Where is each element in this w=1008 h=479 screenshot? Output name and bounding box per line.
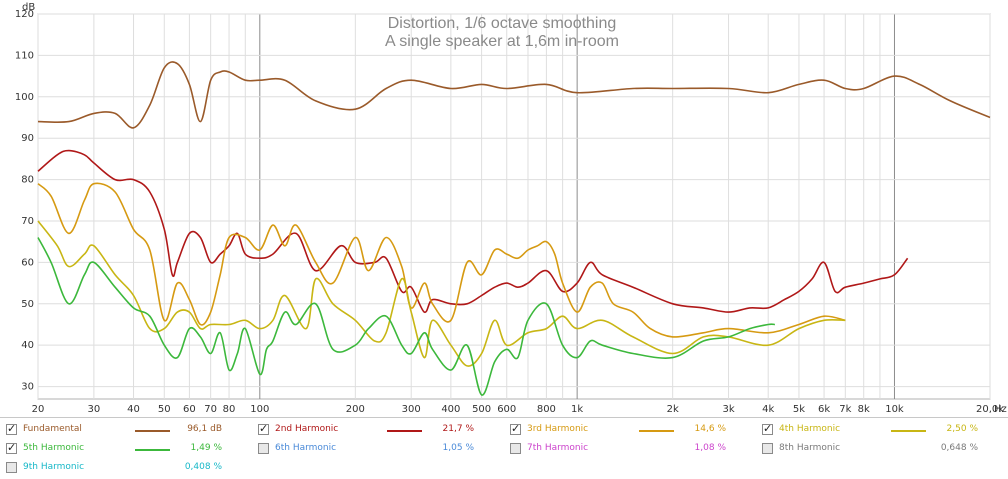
legend-value: 0,408 % — [184, 462, 222, 472]
x-tick-label: 2k — [667, 404, 679, 415]
x-tick-label: 300 — [402, 404, 421, 415]
y-tick-label: 70 — [21, 216, 34, 227]
legend-checkbox-fundamental[interactable] — [6, 422, 17, 435]
x-tick-label: 600 — [497, 404, 516, 415]
x-tick-label: 50 — [158, 404, 171, 415]
legend-checkbox-5th-harmonic[interactable] — [6, 441, 17, 454]
x-tick-label: 100 — [250, 404, 269, 415]
x-tick-label: 5k — [793, 404, 805, 415]
y-tick-label: 90 — [21, 133, 34, 144]
legend-checkbox-2nd-harmonic[interactable] — [258, 422, 269, 435]
legend-value: 1,08 % — [694, 443, 726, 453]
x-tick-label: 400 — [441, 404, 460, 415]
x-tick-label: 10k — [885, 404, 904, 415]
legend-item-8th-harmonic: 8th Harmonic 0,648 % — [756, 440, 1008, 459]
legend-value: 96,1 dB — [187, 424, 222, 434]
x-tick-label: 3k — [722, 404, 734, 415]
y-tick-label: 30 — [21, 382, 34, 393]
legend-checkbox-3rd-harmonic[interactable] — [510, 422, 521, 435]
x-tick-label: 80 — [223, 404, 236, 415]
y-axis-label: dB — [22, 2, 35, 13]
y-tick-label: 110 — [15, 50, 34, 61]
legend-swatch — [639, 430, 674, 432]
legend-name: 4th Harmonic — [779, 424, 841, 434]
y-tick-label: 80 — [21, 175, 34, 186]
distortion-chart: 20 30 40 50 60 70 80 100 200 300 400 500 600 800 1k 2k 3… — [15, 2, 1007, 415]
x-tick-label: 8k — [858, 404, 870, 415]
legend-checkbox-6th-harmonic[interactable] — [258, 443, 269, 454]
y-tick-label: 120 — [15, 9, 34, 20]
legend-name: 5th Harmonic — [23, 443, 85, 453]
legend-value: 1,05 % — [442, 443, 474, 453]
series-lines — [37, 61, 991, 396]
legend-value: 2,50 % — [946, 424, 978, 434]
grid — [37, 13, 991, 399]
legend-checkbox-9th-harmonic[interactable] — [6, 462, 17, 473]
legend-swatch — [387, 430, 422, 432]
x-tick-label: 1k — [571, 404, 583, 415]
y-tick-label: 60 — [21, 257, 34, 268]
x-tick-label: 4k — [762, 404, 774, 415]
legend-value: 21,7 % — [442, 424, 474, 434]
plot-background — [37, 13, 991, 400]
legend-row: Fundamental 96,1 dB 2nd Harmonic 21,7 % 3rd … — [0, 421, 1008, 440]
legend-name: Fundamental — [23, 424, 82, 434]
legend-item-fundamental: Fundamental 96,1 dB — [0, 421, 252, 440]
x-tick-label: 200 — [346, 404, 365, 415]
legend-item-9th-harmonic: 9th Harmonic 0,408 % — [0, 459, 252, 478]
series-line-2nd-harmonic — [37, 149, 909, 313]
chart-title: Distortion, 1/6 octave smoothing — [388, 15, 617, 32]
legend-checkbox-4th-harmonic[interactable] — [762, 422, 773, 435]
y-tick-label: 40 — [21, 340, 34, 351]
legend-swatch — [135, 430, 170, 432]
chart-subtitle: A single speaker at 1,6m in-room — [385, 33, 619, 50]
legend-name: 2nd Harmonic — [275, 424, 339, 434]
legend-name: 8th Harmonic — [779, 443, 841, 453]
x-tick-label: 6k — [818, 404, 830, 415]
legend-item-7th-harmonic: 7th Harmonic 1,08 % — [504, 440, 756, 459]
legend-name: 9th Harmonic — [23, 462, 85, 472]
legend-value: 1,49 % — [190, 443, 222, 453]
legend-item-3rd-harmonic: 3rd Harmonic 14,6 % — [504, 421, 756, 440]
x-tick-label: 30 — [88, 404, 101, 415]
legend-item-4th-harmonic: 4th Harmonic 2,50 % — [756, 421, 1008, 440]
x-tick-label: 40 — [127, 404, 140, 415]
legend-name: 6th Harmonic — [275, 443, 337, 453]
legend-checkbox-8th-harmonic[interactable] — [762, 443, 773, 454]
y-tick-label: 100 — [15, 92, 34, 103]
legend-name: 3rd Harmonic — [527, 424, 589, 434]
x-tick-label: 60 — [183, 404, 196, 415]
legend-item-6th-harmonic: 6th Harmonic 1,05 % — [252, 440, 504, 459]
x-tick-label: 800 — [537, 404, 556, 415]
y-tick-labels: 30 40 50 60 70 80 90 100 110 120 — [15, 9, 34, 393]
series-line-3rd-harmonic — [37, 182, 846, 338]
legend-swatch — [891, 430, 926, 432]
legend-name: 7th Harmonic — [527, 443, 589, 453]
legend-row: 9th Harmonic 0,408 % — [0, 459, 1008, 478]
y-tick-label: 50 — [21, 299, 34, 310]
legend-item-2nd-harmonic: 2nd Harmonic 21,7 % — [252, 421, 504, 440]
legend-item-5th-harmonic: 5th Harmonic 1,49 % — [0, 440, 252, 459]
x-tick-label: 70 — [204, 404, 217, 415]
legend-row: 5th Harmonic 1,49 % 6th Harmonic 1,05 % 7th … — [0, 440, 1008, 459]
series-line-fundamental — [37, 61, 991, 129]
legend-swatch — [135, 449, 170, 451]
x-tick-label: 20,0k — [976, 404, 1004, 415]
x-axis-unit: Hz — [994, 404, 1007, 415]
x-tick-label: 7k — [839, 404, 851, 415]
series-line-5th-harmonic — [37, 237, 775, 396]
legend-value: 14,6 % — [694, 424, 726, 434]
x-tick-label: 20 — [32, 404, 45, 415]
legend-checkbox-7th-harmonic[interactable] — [510, 443, 521, 454]
x-tick-labels: 20 30 40 50 60 70 80 100 200 300 400 500 600 800 1k 2k 3… — [32, 404, 1005, 415]
legend-panel: Fundamental 96,1 dB 2nd Harmonic 21,7 % 3rd … — [0, 417, 1008, 479]
x-tick-label: 500 — [472, 404, 491, 415]
legend-value: 0,648 % — [940, 443, 978, 453]
